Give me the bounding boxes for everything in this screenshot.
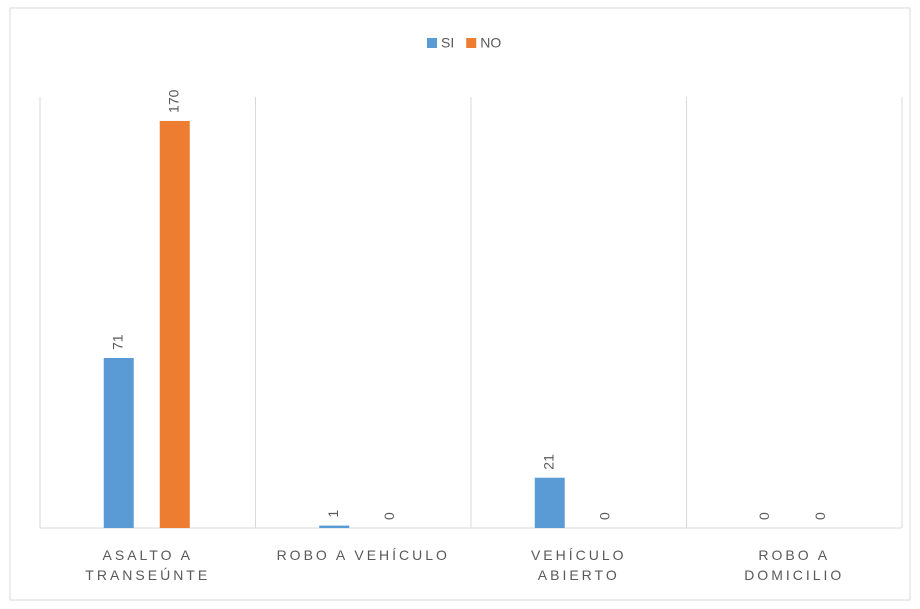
data-label: 0 <box>596 512 612 520</box>
x-tick-label: ROBO A DOMICILIO <box>744 547 845 583</box>
legend-swatch <box>466 38 477 48</box>
data-label: 0 <box>381 512 397 520</box>
data-label: 1 <box>325 510 341 518</box>
bar <box>159 120 190 528</box>
data-label: 71 <box>109 334 125 350</box>
legend-label: NO <box>480 35 501 51</box>
x-tick-label: ROBO A VEHÍCULO <box>276 547 450 563</box>
data-label: 170 <box>165 89 181 113</box>
bar <box>534 477 565 528</box>
x-tick-label: VEHÍCULO ABIERTO <box>530 547 627 583</box>
x-tick-label: ASALTO A TRANSEÚNTE <box>85 547 211 583</box>
data-label: 0 <box>756 512 772 520</box>
bar <box>319 525 350 528</box>
legend-swatch <box>427 38 437 48</box>
bar <box>103 357 134 528</box>
chart-border <box>9 7 911 601</box>
data-label: 0 <box>812 512 828 520</box>
legend-label: SI <box>441 35 454 51</box>
data-label: 21 <box>540 454 556 470</box>
